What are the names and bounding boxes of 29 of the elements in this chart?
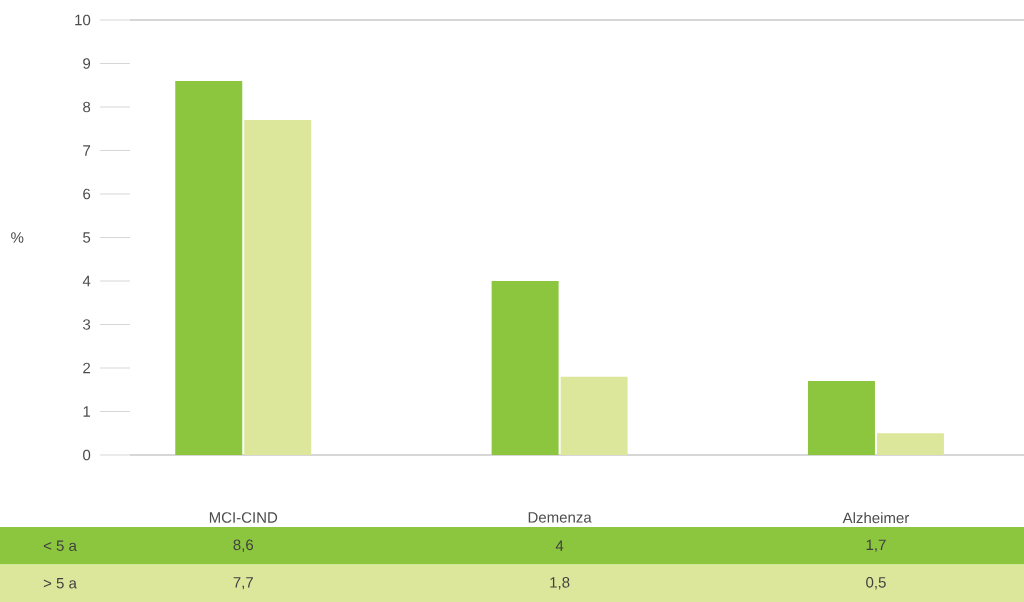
y-tick-label: 5 [83, 232, 91, 243]
bar [807, 381, 875, 455]
y-tick-label: 7 [83, 145, 91, 156]
y-tick-label: 8 [83, 101, 91, 113]
y-tick-label: 1 [83, 406, 91, 417]
y-tick-label: 4 [82, 275, 91, 287]
bar [244, 120, 312, 455]
x-tick-label: Alzheimer [842, 512, 910, 524]
data-label: 4 [555, 540, 564, 551]
data-label: 8,6 [233, 539, 254, 552]
data-label: 0,5 [866, 577, 886, 590]
y-tick-label: 0 [83, 449, 91, 461]
text: < 5 a [43, 540, 77, 551]
y-axis-title: % [11, 232, 24, 243]
y-tick-label: 2 [83, 362, 91, 374]
y-tick-label: 9 [83, 58, 91, 69]
y-tick-label: 3 [83, 319, 91, 330]
bar [491, 281, 559, 455]
bar [876, 433, 944, 455]
bar [175, 80, 243, 455]
x-tick-label: MCI-CIND [209, 512, 278, 523]
y-tick-label: 10 [75, 14, 91, 26]
data-label: 1,8 [550, 577, 570, 590]
data-label: 7,7 [233, 577, 253, 590]
x-tick-label: Demenza [528, 512, 592, 523]
y-tick-label: 6 [83, 188, 91, 200]
bar [560, 376, 628, 455]
text: > 5 a [43, 578, 77, 589]
data-label: 1,7 [866, 539, 886, 552]
